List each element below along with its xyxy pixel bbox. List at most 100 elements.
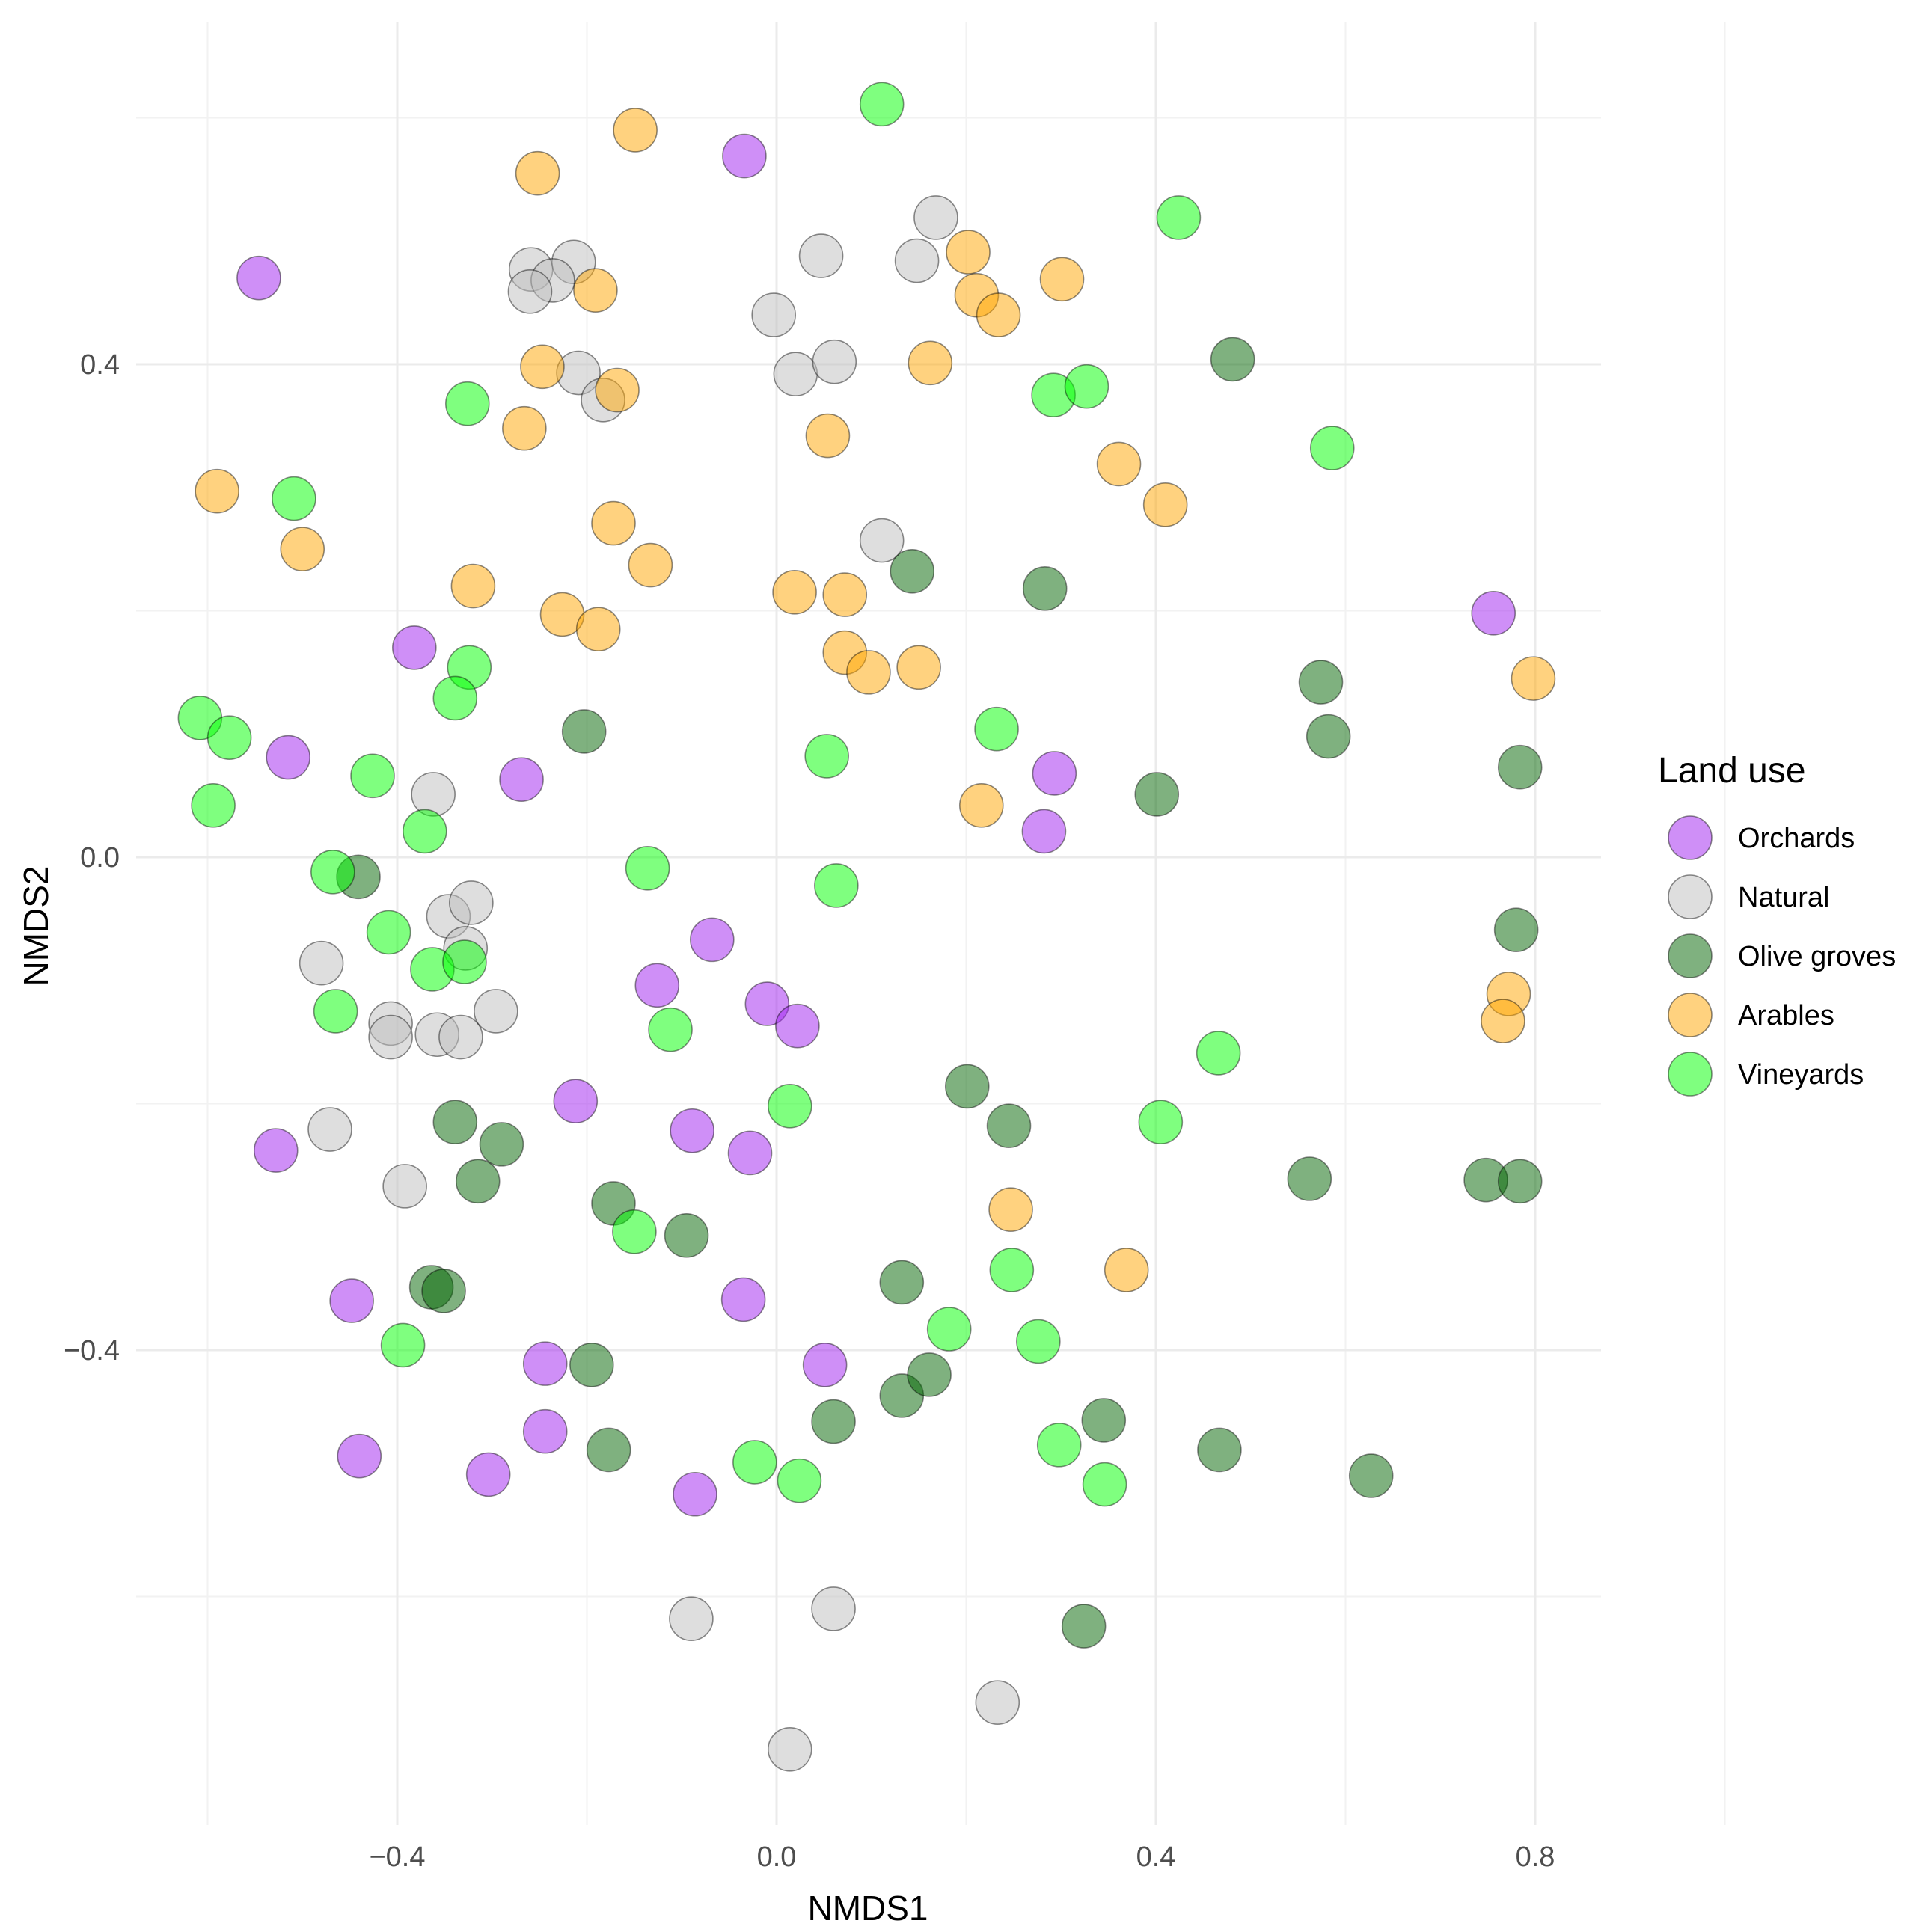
data-points bbox=[177, 82, 1556, 1772]
point-arables bbox=[1096, 441, 1142, 487]
point-olive-groves bbox=[421, 1269, 466, 1313]
point-olive-groves bbox=[479, 1122, 524, 1167]
point-vineyards bbox=[1036, 1423, 1082, 1468]
point-arables bbox=[846, 650, 891, 695]
point-olive-groves bbox=[569, 1342, 614, 1387]
point-orchards bbox=[673, 1471, 717, 1517]
x-tick-label: 0.0 bbox=[757, 1841, 797, 1873]
x-tick-label: 0.8 bbox=[1516, 1841, 1555, 1873]
point-vineyards bbox=[625, 846, 670, 891]
point-natural bbox=[669, 1596, 714, 1641]
point-natural bbox=[382, 1164, 427, 1209]
point-arables bbox=[805, 413, 851, 459]
point-arables bbox=[628, 542, 673, 588]
point-vineyards bbox=[366, 910, 411, 955]
y-tick-label: 0.4 bbox=[80, 349, 120, 381]
point-natural bbox=[751, 292, 796, 337]
point-vineyards bbox=[191, 783, 236, 828]
point-olive-groves bbox=[1022, 566, 1068, 611]
point-olive-groves bbox=[1061, 1604, 1107, 1649]
point-arables bbox=[1142, 482, 1188, 527]
x-tick-label: −0.4 bbox=[369, 1841, 425, 1873]
point-vineyards bbox=[648, 1007, 693, 1052]
point-vineyards bbox=[1138, 1100, 1184, 1145]
legend-label-orchards: Orchards bbox=[1738, 823, 1855, 854]
point-vineyards bbox=[272, 476, 316, 521]
legend-swatch-natural bbox=[1668, 874, 1713, 919]
point-natural bbox=[507, 269, 553, 314]
y-axis-title: NMDS2 bbox=[16, 865, 55, 986]
legend-item-vineyards: Vineyards bbox=[1668, 1052, 1864, 1097]
point-olive-groves bbox=[944, 1064, 990, 1109]
point-orchards bbox=[522, 1408, 568, 1454]
point-natural bbox=[975, 1680, 1020, 1725]
y-axis-tick-labels: −0.4 0.0 0.4 bbox=[64, 349, 120, 1367]
point-orchards bbox=[392, 625, 437, 670]
legend-swatch-orchards bbox=[1668, 815, 1713, 860]
legend-title: Land use bbox=[1658, 751, 1806, 791]
legend-items: Orchards Natural Olive groves Arables Vineya… bbox=[1668, 815, 1896, 1097]
point-olive-groves bbox=[1348, 1453, 1394, 1498]
point-natural bbox=[411, 772, 456, 817]
point-natural bbox=[894, 238, 940, 283]
point-vineyards bbox=[350, 753, 395, 799]
point-arables bbox=[450, 563, 496, 609]
x-axis-title: NMDS1 bbox=[807, 1889, 928, 1928]
legend-swatch-vineyards bbox=[1668, 1052, 1713, 1097]
point-orchards bbox=[634, 963, 680, 1008]
point-orchards bbox=[236, 255, 281, 301]
point-olive-groves bbox=[1134, 772, 1180, 817]
point-arables bbox=[502, 405, 547, 451]
point-arables bbox=[958, 783, 1004, 828]
point-arables bbox=[976, 292, 1021, 337]
point-arables bbox=[595, 367, 640, 413]
point-orchards bbox=[720, 1277, 766, 1322]
point-vineyards bbox=[989, 1248, 1035, 1292]
point-olive-groves bbox=[907, 1352, 952, 1397]
point-olive-groves bbox=[890, 548, 935, 594]
point-vineyards bbox=[804, 734, 849, 779]
point-orchards bbox=[670, 1108, 714, 1153]
legend-label-arables: Arables bbox=[1738, 1000, 1834, 1031]
minor-gridlines bbox=[136, 22, 1726, 1825]
point-olive-groves bbox=[1497, 744, 1543, 790]
point-arables bbox=[575, 607, 621, 652]
point-orchards bbox=[1471, 590, 1516, 636]
point-vineyards bbox=[432, 675, 478, 721]
point-olive-groves bbox=[432, 1100, 478, 1145]
point-vineyards bbox=[310, 849, 355, 895]
point-orchards bbox=[802, 1342, 848, 1387]
legend-item-olive-groves: Olive groves bbox=[1668, 933, 1896, 978]
point-arables bbox=[613, 108, 658, 153]
point-orchards bbox=[727, 1130, 773, 1176]
point-vineyards bbox=[767, 1083, 812, 1129]
point-arables bbox=[908, 340, 953, 386]
point-natural bbox=[307, 1107, 352, 1152]
point-vineyards bbox=[313, 989, 358, 1034]
point-natural bbox=[812, 339, 857, 384]
legend-label-olive-groves: Olive groves bbox=[1738, 941, 1896, 972]
point-olive-groves bbox=[561, 709, 607, 754]
point-vineyards bbox=[814, 863, 859, 908]
point-orchards bbox=[744, 981, 790, 1026]
point-arables bbox=[946, 230, 991, 275]
point-arables bbox=[772, 569, 817, 615]
point-olive-groves bbox=[1497, 1159, 1543, 1204]
point-orchards bbox=[499, 757, 544, 803]
point-arables bbox=[591, 500, 636, 546]
point-orchards bbox=[329, 1278, 374, 1323]
point-olive-groves bbox=[1287, 1156, 1332, 1201]
point-olive-groves bbox=[986, 1103, 1032, 1148]
legend-item-natural: Natural bbox=[1668, 874, 1830, 919]
point-arables bbox=[520, 344, 565, 390]
point-olive-groves bbox=[586, 1427, 631, 1473]
point-arables bbox=[896, 645, 941, 690]
point-olive-groves bbox=[664, 1212, 709, 1258]
point-vineyards bbox=[1156, 195, 1202, 240]
point-vineyards bbox=[777, 1458, 822, 1503]
point-orchards bbox=[522, 1341, 568, 1386]
point-arables bbox=[280, 527, 325, 571]
legend: Land use Orchards Natural Olive groves Arab… bbox=[1658, 751, 1896, 1097]
legend-label-vineyards: Vineyards bbox=[1738, 1059, 1864, 1091]
